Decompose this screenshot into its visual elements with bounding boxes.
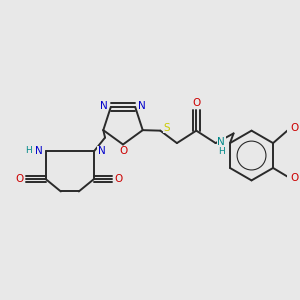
Text: H: H — [218, 147, 224, 156]
Text: N: N — [100, 100, 108, 111]
Text: N: N — [138, 100, 146, 111]
Text: H: H — [25, 146, 32, 155]
Text: N: N — [98, 146, 106, 156]
Text: O: O — [290, 123, 298, 134]
Text: O: O — [119, 146, 127, 156]
Text: O: O — [290, 173, 298, 184]
Text: N: N — [35, 146, 43, 156]
Text: O: O — [192, 98, 200, 108]
Text: N: N — [217, 137, 225, 147]
Text: O: O — [15, 174, 23, 184]
Text: S: S — [163, 123, 170, 133]
Text: O: O — [115, 174, 123, 184]
